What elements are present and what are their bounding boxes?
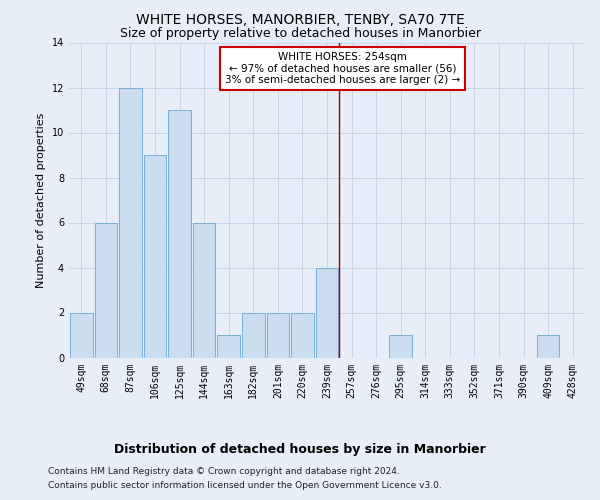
Bar [70, 312, 92, 358]
Bar [95, 222, 117, 358]
Y-axis label: Number of detached properties: Number of detached properties [36, 112, 46, 288]
Bar [316, 268, 338, 358]
Text: Distribution of detached houses by size in Manorbier: Distribution of detached houses by size … [114, 442, 486, 456]
Bar [119, 88, 142, 358]
Bar [266, 312, 289, 358]
Bar [291, 312, 314, 358]
Bar [217, 335, 240, 357]
Bar [537, 335, 559, 357]
Text: Size of property relative to detached houses in Manorbier: Size of property relative to detached ho… [119, 28, 481, 40]
Text: Contains public sector information licensed under the Open Government Licence v3: Contains public sector information licen… [48, 481, 442, 490]
Bar [242, 312, 265, 358]
Bar [168, 110, 191, 358]
Text: WHITE HORSES, MANORBIER, TENBY, SA70 7TE: WHITE HORSES, MANORBIER, TENBY, SA70 7TE [136, 12, 464, 26]
Text: WHITE HORSES: 254sqm
← 97% of detached houses are smaller (56)
3% of semi-detach: WHITE HORSES: 254sqm ← 97% of detached h… [225, 52, 460, 85]
Bar [193, 222, 215, 358]
Bar [389, 335, 412, 357]
Bar [143, 155, 166, 358]
Text: Contains HM Land Registry data © Crown copyright and database right 2024.: Contains HM Land Registry data © Crown c… [48, 468, 400, 476]
